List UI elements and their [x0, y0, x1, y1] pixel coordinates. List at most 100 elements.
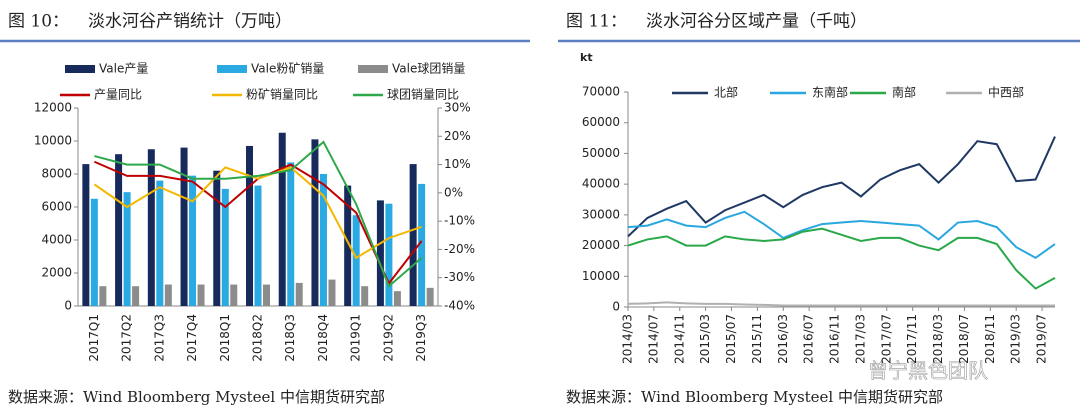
line — [627, 227, 1056, 290]
x-tick-label: 2017/03 — [853, 314, 867, 364]
line — [627, 301, 1055, 307]
bar — [287, 162, 295, 306]
bar — [180, 147, 188, 306]
line — [627, 136, 1056, 238]
bar — [328, 279, 336, 306]
bar — [376, 200, 384, 306]
chart-title: 淡水河谷产销统计（万吨） — [88, 12, 292, 32]
line — [94, 140, 423, 288]
bar — [164, 284, 172, 306]
bar — [426, 287, 434, 306]
watermark: 曾宁黑色团队 — [868, 359, 988, 383]
x-tick-label: 2018Q4 — [316, 314, 330, 362]
source: 数据来源：Wind Bloomberg Mysteel 中信期货研究部 — [566, 388, 943, 406]
y-axis-label: kt — [580, 51, 593, 64]
y-tick-label: 70000 — [582, 85, 620, 99]
y-tick-label: 0 — [64, 299, 72, 313]
legend-label: 粉矿销量同比 — [246, 88, 318, 102]
y-tick-label: 10000 — [34, 134, 72, 148]
x-tick-label: 2015/07 — [724, 314, 738, 364]
y2-tick-label: -20% — [444, 242, 475, 256]
y-tick-label: 12000 — [34, 101, 72, 115]
x-tick-label: 2017/07 — [879, 314, 893, 364]
x-tick-label: 2019/03 — [1009, 314, 1023, 364]
bar — [254, 185, 262, 306]
x-tick-label: 2019/07 — [1035, 314, 1049, 364]
bar — [311, 139, 319, 306]
bar — [147, 149, 155, 306]
x-tick-label: 2015/11 — [750, 314, 764, 364]
bar — [197, 284, 205, 306]
y-tick-label: 4000 — [41, 233, 72, 247]
legend-label: Vale粉矿销量 — [251, 62, 324, 76]
y-tick-label: 8000 — [41, 167, 72, 181]
bar — [295, 282, 303, 306]
y2-tick-label: -40% — [444, 299, 475, 313]
y2-tick-label: 30% — [444, 101, 471, 115]
x-tick-label: 2018Q3 — [283, 314, 297, 362]
x-tick-label: 2016/03 — [776, 314, 790, 364]
y-tick-label: 2000 — [41, 266, 72, 280]
x-tick-label: 2017Q4 — [185, 314, 199, 362]
y-tick-label: 30000 — [582, 207, 620, 221]
figure-label: 图 11： — [566, 12, 627, 32]
legend-swatch — [217, 65, 247, 73]
legend-label: 中西部 — [988, 85, 1024, 100]
bar — [221, 188, 229, 306]
bar — [132, 286, 140, 306]
bar — [213, 170, 221, 306]
bar — [123, 192, 131, 306]
x-tick-label: 2018Q2 — [251, 314, 265, 362]
x-tick-label: 2019Q3 — [414, 314, 428, 362]
y2-tick-label: 10% — [444, 157, 471, 171]
chart-title: 淡水河谷分区域产量（千吨） — [646, 12, 867, 32]
y2-tick-label: 0% — [444, 185, 463, 199]
bar — [418, 183, 426, 306]
x-tick-label: 2018/03 — [931, 314, 945, 364]
bar — [263, 284, 270, 306]
bar — [115, 154, 123, 306]
bar — [409, 164, 417, 306]
x-tick-label: 2017Q3 — [152, 314, 166, 362]
x-tick-label: 2017Q1 — [87, 314, 101, 362]
x-tick-label: 2017/11 — [905, 314, 919, 364]
source: 数据来源：Wind Bloomberg Mysteel 中信期货研究部 — [8, 388, 385, 406]
y-tick-label: 0 — [612, 300, 620, 314]
y-tick-label: 60000 — [582, 115, 620, 129]
y-tick-label: 50000 — [582, 146, 620, 160]
x-tick-label: 2018/07 — [957, 314, 971, 364]
bar — [189, 175, 197, 306]
bar — [352, 215, 360, 306]
y-tick-label: 20000 — [582, 238, 620, 252]
x-tick-label: 2016/11 — [828, 314, 842, 364]
x-tick-label: 2017Q2 — [120, 314, 134, 362]
x-tick-label: 2018Q1 — [218, 314, 232, 362]
y2-tick-label: -10% — [444, 214, 475, 228]
legend-label: Vale球团销量 — [392, 62, 465, 76]
x-tick-label: 2014/11 — [672, 314, 686, 364]
legend-label: 球团销量同比 — [387, 88, 459, 102]
bar — [344, 185, 352, 306]
x-tick-label: 2014/07 — [646, 314, 660, 364]
bar — [82, 164, 90, 306]
y2-tick-label: 20% — [444, 129, 471, 143]
bar — [90, 198, 98, 306]
figure-label: 图 10： — [8, 12, 69, 32]
x-tick-label: 2019Q2 — [381, 314, 395, 362]
y2-tick-label: -30% — [444, 270, 475, 284]
legend-label: 北部 — [714, 85, 738, 100]
bar — [393, 291, 401, 306]
legend-label: 东南部 — [812, 85, 848, 100]
x-tick-label: 2018/11 — [983, 314, 997, 364]
bar — [385, 203, 393, 306]
y-tick-label: 10000 — [582, 269, 620, 283]
legend-label: Vale产量 — [99, 62, 148, 76]
bar — [319, 174, 327, 306]
x-tick-label: 2019Q1 — [349, 314, 363, 362]
bar — [230, 284, 238, 306]
bar — [278, 132, 286, 306]
x-tick-label: 2014/03 — [621, 314, 635, 364]
x-tick-label: 2015/03 — [698, 314, 712, 364]
legend-label: 产量同比 — [94, 88, 142, 102]
